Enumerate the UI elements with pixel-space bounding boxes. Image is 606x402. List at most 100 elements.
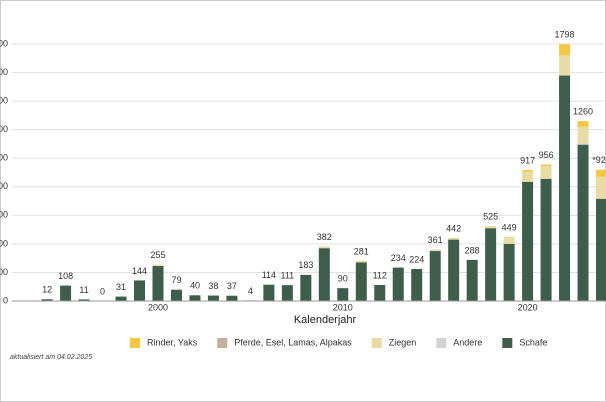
bar-segment — [485, 226, 497, 229]
bar-segment — [134, 280, 146, 301]
total-label: 144 — [132, 266, 147, 276]
total-label: 917 — [520, 155, 535, 165]
total-label: 255 — [150, 250, 165, 260]
bar-segment — [318, 248, 330, 301]
bar-segment — [60, 285, 72, 301]
legend-swatch — [371, 338, 382, 348]
total-label: 1798 — [555, 30, 575, 40]
total-label: 382 — [317, 232, 332, 242]
bar-segment — [78, 299, 90, 301]
total-label: 281 — [354, 246, 369, 256]
total-label: 112 — [373, 270, 387, 280]
bar-segment — [522, 171, 534, 182]
bar-segment — [466, 259, 478, 301]
total-label: 111 — [281, 271, 295, 281]
total-label: 4 — [248, 286, 253, 296]
legend-swatch — [436, 338, 447, 348]
total-label: 90 — [338, 274, 348, 284]
bar-segment — [152, 264, 164, 267]
bar-segment — [189, 295, 201, 301]
y-tick-label: 1400 — [0, 95, 8, 105]
bar-segment — [577, 121, 589, 127]
bar-segment — [355, 260, 367, 263]
legend-label: Schafe — [519, 337, 547, 347]
total-label: 11 — [79, 285, 88, 295]
total-label: 12 — [42, 285, 52, 295]
y-tick-label: 1600 — [0, 67, 8, 77]
y-tick-label: 1200 — [0, 124, 8, 134]
total-label: 38 — [208, 281, 218, 291]
bar-segment — [596, 198, 606, 301]
total-label: 79 — [171, 275, 181, 285]
bar-segment — [522, 170, 534, 172]
bar-segment — [429, 251, 441, 301]
bar-segment — [540, 165, 552, 179]
total-label: 288 — [465, 245, 480, 255]
bar-segment — [355, 262, 367, 301]
bar-segment — [41, 299, 53, 301]
bar-segment — [559, 75, 571, 301]
total-label: 183 — [298, 260, 313, 270]
y-tick-label: 200 — [0, 267, 8, 277]
bar-segment — [577, 144, 589, 301]
bar-segment — [170, 289, 182, 301]
x-tick-label: 2010 — [333, 302, 353, 312]
bar-segment — [448, 237, 460, 240]
y-tick-label: 400 — [0, 238, 8, 248]
legend-label: Rinder, Yaks — [147, 337, 198, 347]
y-tick-label: 800 — [0, 181, 8, 191]
bar-segment — [559, 44, 571, 56]
bar-segment — [540, 164, 552, 166]
bar-segment — [411, 269, 423, 301]
bar-segment — [559, 55, 571, 76]
bar-segment — [448, 239, 460, 301]
x-axis-title: Kalenderjahr — [294, 314, 357, 326]
bar-segment — [281, 285, 293, 301]
legend-swatch — [502, 338, 513, 348]
bar-segment — [503, 236, 515, 244]
y-tick-label: 1000 — [0, 153, 8, 163]
bar-segment — [429, 249, 441, 252]
total-label: 224 — [409, 254, 424, 264]
bar-segment — [596, 169, 606, 177]
legend-swatch — [130, 338, 140, 348]
bar-segment — [263, 284, 275, 301]
total-label: 31 — [116, 282, 126, 292]
bar-segment — [374, 285, 386, 301]
bar-segment — [540, 178, 552, 301]
total-label: *920 — [592, 155, 606, 165]
y-tick-label: 1800 — [0, 38, 8, 48]
legend-label: Pferde, Esel, Lamas, Alpakas — [234, 337, 352, 347]
total-label: 108 — [58, 271, 73, 281]
bar-segment — [337, 288, 349, 301]
y-tick-label: 600 — [0, 210, 8, 220]
bar-segment — [115, 296, 127, 301]
bar-segment — [577, 143, 589, 145]
total-label: 525 — [483, 211, 498, 221]
bar-segment — [152, 266, 164, 301]
bar-segment — [300, 274, 312, 301]
total-label: 442 — [446, 223, 461, 233]
bar-segment — [485, 228, 497, 301]
bar-segment — [596, 176, 606, 199]
y-tick-label: 0 — [3, 295, 8, 305]
total-label: 449 — [502, 222, 517, 232]
total-label: 361 — [428, 235, 443, 245]
bar-segment — [318, 246, 330, 249]
legend-label: Andere — [453, 337, 482, 347]
x-tick-label: 2020 — [518, 302, 538, 312]
total-label: 1260 — [573, 106, 593, 116]
total-label: 956 — [539, 150, 554, 160]
update-note: aktualisiert am 04.02.2025 — [10, 354, 92, 361]
bar-segment — [503, 243, 515, 301]
bar-segment — [226, 295, 238, 301]
bar-segment — [392, 267, 404, 301]
total-label: 234 — [391, 253, 406, 263]
bar-segment — [207, 295, 219, 301]
bar-segment — [577, 126, 589, 144]
legend-label: Ziegen — [389, 337, 417, 347]
legend-swatch — [217, 338, 228, 348]
total-label: 37 — [227, 281, 237, 291]
total-label: 114 — [262, 270, 276, 280]
